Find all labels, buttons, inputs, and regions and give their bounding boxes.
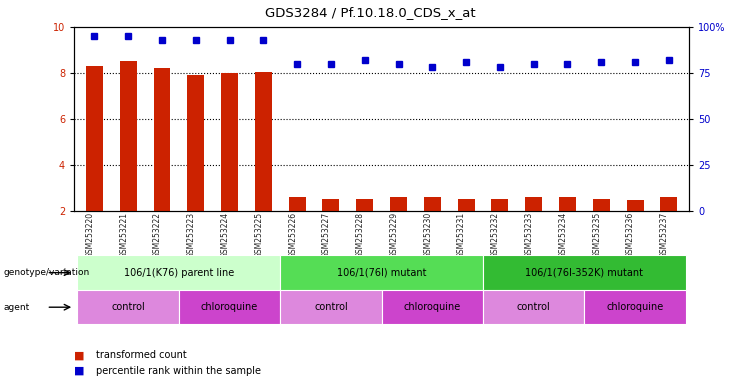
Bar bbox=[187, 75, 205, 211]
Bar bbox=[424, 197, 441, 211]
Text: genotype/variation: genotype/variation bbox=[4, 268, 90, 277]
Text: GSM253235: GSM253235 bbox=[592, 212, 601, 258]
Text: chloroquine: chloroquine bbox=[201, 302, 258, 312]
Text: GDS3284 / Pf.10.18.0_CDS_x_at: GDS3284 / Pf.10.18.0_CDS_x_at bbox=[265, 6, 476, 19]
Text: control: control bbox=[516, 302, 551, 312]
Text: agent: agent bbox=[4, 303, 30, 312]
Text: control: control bbox=[314, 302, 348, 312]
Bar bbox=[153, 68, 170, 211]
Bar bbox=[627, 200, 643, 211]
Bar bbox=[390, 197, 407, 211]
Bar bbox=[78, 255, 280, 290]
Text: GSM253221: GSM253221 bbox=[119, 212, 128, 258]
Text: ■: ■ bbox=[74, 366, 84, 376]
Text: 106/1(K76) parent line: 106/1(K76) parent line bbox=[124, 268, 234, 278]
Text: GSM253232: GSM253232 bbox=[491, 212, 500, 258]
Bar bbox=[458, 199, 474, 211]
Bar bbox=[221, 73, 238, 211]
Text: transformed count: transformed count bbox=[96, 350, 187, 360]
Text: percentile rank within the sample: percentile rank within the sample bbox=[96, 366, 262, 376]
Bar bbox=[86, 66, 103, 211]
Text: GSM253237: GSM253237 bbox=[659, 212, 669, 258]
Text: GSM253227: GSM253227 bbox=[322, 212, 331, 258]
Bar bbox=[322, 199, 339, 211]
Text: GSM253224: GSM253224 bbox=[221, 212, 230, 258]
Bar bbox=[255, 72, 272, 211]
Text: GSM253233: GSM253233 bbox=[525, 212, 534, 258]
Text: control: control bbox=[111, 302, 145, 312]
Text: chloroquine: chloroquine bbox=[606, 302, 664, 312]
Text: GSM253230: GSM253230 bbox=[423, 212, 432, 258]
Text: GSM253220: GSM253220 bbox=[85, 212, 94, 258]
Text: GSM253226: GSM253226 bbox=[288, 212, 297, 258]
Text: 106/1(76I) mutant: 106/1(76I) mutant bbox=[337, 268, 426, 278]
Text: GSM253236: GSM253236 bbox=[626, 212, 635, 258]
Bar bbox=[356, 199, 373, 211]
Bar bbox=[525, 197, 542, 211]
Bar bbox=[585, 290, 685, 324]
Text: GSM253225: GSM253225 bbox=[254, 212, 263, 258]
Text: GSM253229: GSM253229 bbox=[390, 212, 399, 258]
Text: GSM253222: GSM253222 bbox=[153, 212, 162, 258]
Bar bbox=[78, 290, 179, 324]
Bar bbox=[660, 197, 677, 211]
Bar bbox=[280, 255, 483, 290]
Bar bbox=[289, 197, 305, 211]
Text: GSM253228: GSM253228 bbox=[356, 212, 365, 258]
Bar bbox=[179, 290, 280, 324]
Bar bbox=[483, 290, 585, 324]
Text: GSM253223: GSM253223 bbox=[187, 212, 196, 258]
Bar bbox=[382, 290, 483, 324]
Bar bbox=[483, 255, 685, 290]
Text: GSM253231: GSM253231 bbox=[457, 212, 466, 258]
Bar bbox=[120, 61, 136, 211]
Text: chloroquine: chloroquine bbox=[404, 302, 461, 312]
Text: GSM253234: GSM253234 bbox=[559, 212, 568, 258]
Text: ■: ■ bbox=[74, 350, 84, 360]
Text: 106/1(76I-352K) mutant: 106/1(76I-352K) mutant bbox=[525, 268, 643, 278]
Bar bbox=[280, 290, 382, 324]
Bar bbox=[491, 199, 508, 211]
Bar bbox=[593, 199, 610, 211]
Bar bbox=[559, 197, 576, 211]
